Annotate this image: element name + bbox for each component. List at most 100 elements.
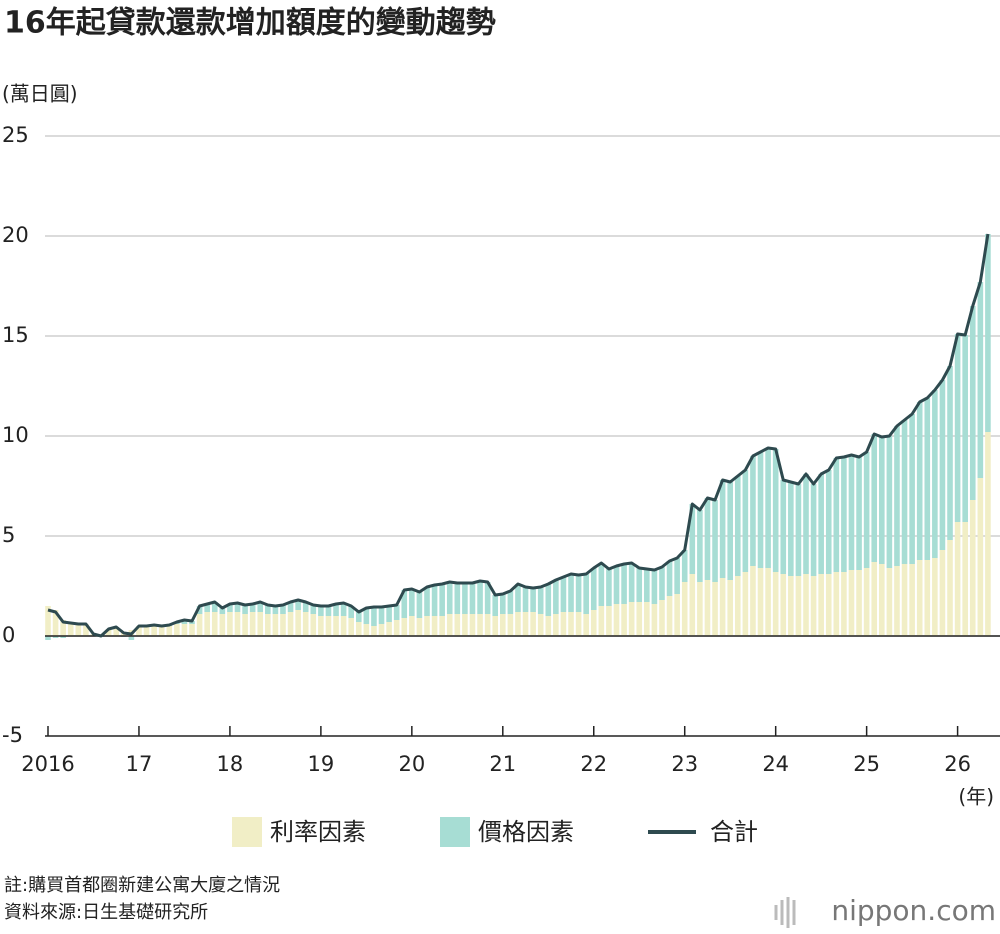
bar xyxy=(780,574,787,636)
bar xyxy=(909,414,915,564)
bar xyxy=(780,480,787,574)
bar xyxy=(60,620,66,636)
x-tick-label: 25 xyxy=(853,752,880,776)
bar xyxy=(318,606,324,616)
bar xyxy=(719,578,726,636)
bar xyxy=(818,474,824,574)
bar xyxy=(522,612,529,636)
bar xyxy=(666,561,673,596)
bar xyxy=(45,636,51,640)
bar xyxy=(598,606,605,636)
bar xyxy=(590,610,597,636)
x-tick-label: 21 xyxy=(489,752,516,776)
bar xyxy=(537,614,544,636)
bar xyxy=(143,626,150,636)
bar xyxy=(409,616,415,636)
bar xyxy=(189,624,195,636)
bar xyxy=(333,604,339,616)
bar xyxy=(295,600,301,610)
bar xyxy=(469,614,476,636)
y-tick-label: 0 xyxy=(2,623,15,647)
bar xyxy=(219,608,226,614)
bar xyxy=(628,602,635,636)
bar xyxy=(492,616,499,636)
bar xyxy=(621,564,627,604)
bar xyxy=(886,436,893,568)
bar xyxy=(325,606,332,616)
bar xyxy=(507,591,514,614)
bar xyxy=(424,587,430,616)
bar xyxy=(287,612,294,636)
bar xyxy=(553,580,559,614)
bar xyxy=(939,550,946,636)
bar xyxy=(181,620,188,624)
bar xyxy=(651,604,658,636)
bar xyxy=(265,614,271,636)
x-tick-label: 18 xyxy=(217,752,244,776)
bar xyxy=(325,616,332,636)
bar xyxy=(60,636,66,638)
bar xyxy=(772,449,779,572)
bar xyxy=(249,612,256,636)
x-tick-label: 22 xyxy=(580,752,607,776)
bar xyxy=(803,474,809,574)
bar xyxy=(856,570,862,636)
bar xyxy=(704,498,711,580)
bar xyxy=(439,584,445,616)
bar xyxy=(318,616,324,636)
bar xyxy=(818,574,824,636)
bar xyxy=(371,607,377,626)
bar xyxy=(719,480,726,578)
bar xyxy=(901,564,908,636)
bar xyxy=(446,614,453,636)
bar xyxy=(484,582,491,614)
bar xyxy=(75,625,82,636)
bar xyxy=(500,594,506,614)
bar xyxy=(757,568,764,636)
bar xyxy=(272,614,279,636)
legend-label: 利率因素 xyxy=(270,818,366,846)
bar xyxy=(363,624,370,636)
bar xyxy=(204,604,210,612)
bar xyxy=(727,482,733,580)
y-tick-label: -5 xyxy=(2,723,23,747)
bar xyxy=(985,432,991,636)
bar xyxy=(136,626,142,636)
bar xyxy=(166,626,173,636)
x-tick-label: 26 xyxy=(944,752,971,776)
bar xyxy=(575,612,582,636)
bar xyxy=(416,618,423,636)
x-tick-label: 2016 xyxy=(21,752,74,776)
y-tick-label: 25 xyxy=(2,123,29,147)
bar xyxy=(242,605,248,614)
bar xyxy=(727,580,733,636)
bar xyxy=(659,567,665,600)
bar xyxy=(174,624,180,636)
bar xyxy=(462,583,468,614)
bar xyxy=(697,510,703,582)
bar xyxy=(825,574,832,636)
legend-swatch xyxy=(440,817,470,847)
bar xyxy=(916,560,923,636)
bar xyxy=(788,576,794,636)
bar xyxy=(257,612,264,636)
bar xyxy=(757,452,764,568)
bar xyxy=(340,603,347,616)
bar xyxy=(158,627,165,636)
bar xyxy=(863,452,870,568)
bar xyxy=(765,448,771,568)
bar xyxy=(113,628,120,636)
bar xyxy=(681,550,688,582)
bar xyxy=(424,616,430,636)
bar xyxy=(750,456,756,566)
bar xyxy=(583,614,589,636)
bar xyxy=(659,600,665,636)
bar xyxy=(841,457,847,572)
bar xyxy=(560,577,567,612)
bar xyxy=(378,607,385,624)
bar xyxy=(355,622,362,636)
bar xyxy=(302,602,309,612)
bar xyxy=(795,576,802,636)
bar xyxy=(454,614,461,636)
bar xyxy=(462,614,468,636)
